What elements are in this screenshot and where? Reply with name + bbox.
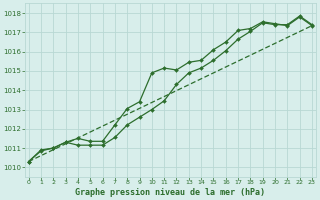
X-axis label: Graphe pression niveau de la mer (hPa): Graphe pression niveau de la mer (hPa): [75, 188, 265, 197]
